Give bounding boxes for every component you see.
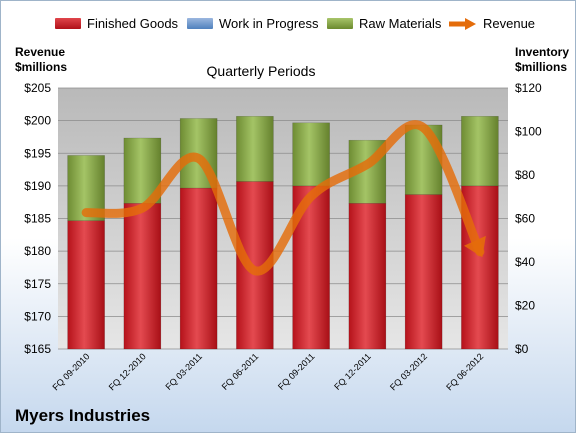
bar-raw-materials <box>236 116 274 182</box>
legend-label-revenue: Revenue <box>483 16 536 31</box>
right-tick-label: $100 <box>515 125 542 139</box>
left-tick-label: $195 <box>24 146 51 160</box>
left-tick-label: $205 <box>24 81 51 95</box>
left-tick-label: $190 <box>24 179 51 193</box>
right-tick-label: $80 <box>515 168 535 182</box>
right-tick-label: $0 <box>515 342 529 356</box>
legend-label-work-in-progress: Work in Progress <box>219 16 319 31</box>
left-tick-label: $185 <box>24 212 51 226</box>
x-tick-label: FQ 06-2011 <box>220 351 261 392</box>
legend-item-raw-materials: Raw Materials <box>327 16 441 31</box>
left-tick-label: $165 <box>24 342 51 356</box>
left-tick-label: $180 <box>24 244 51 258</box>
bar-raw-materials <box>461 116 499 187</box>
right-tick-label: $60 <box>515 212 535 226</box>
x-tick-label: FQ 12-2011 <box>332 351 373 392</box>
legend-swatch-raw-materials <box>327 18 353 29</box>
x-tick-label: FQ 12-2010 <box>107 351 148 392</box>
revenue-arrowhead <box>463 235 486 258</box>
legend-item-work-in-progress: Work in Progress <box>187 16 318 31</box>
x-tick-label: FQ 09-2011 <box>276 351 317 392</box>
legend-arrow-icon <box>449 17 476 30</box>
legend-item-finished-goods: Finished Goods <box>55 16 178 31</box>
company-name: Myers Industries <box>15 406 151 425</box>
legend-swatch-work-in-progress <box>187 18 213 29</box>
legend-label-raw-materials: Raw Materials <box>359 16 442 31</box>
right-axis-title: Inventory $millions <box>515 45 570 74</box>
bar-finished-goods <box>404 194 443 350</box>
bar-finished-goods <box>123 203 162 350</box>
right-tick-label: $40 <box>515 255 535 269</box>
chart-subtitle: Quarterly Periods <box>206 63 316 79</box>
left-tick-label: $175 <box>24 277 51 291</box>
legend-item-revenue: Revenue <box>447 16 535 31</box>
x-tick-label: FQ 03-2012 <box>388 351 429 392</box>
legend-label-finished-goods: Finished Goods <box>87 16 179 31</box>
bar-raw-materials <box>292 122 330 187</box>
right-tick-label: $20 <box>515 299 535 313</box>
left-axis-title: Revenue $millions <box>15 45 68 74</box>
x-tick-label: FQ 09-2010 <box>51 351 92 392</box>
x-tick-label: FQ 06-2012 <box>444 351 485 392</box>
right-tick-label: $120 <box>515 81 542 95</box>
bar-finished-goods <box>67 220 105 350</box>
bar-raw-materials <box>404 124 443 195</box>
bar-finished-goods <box>348 203 387 350</box>
legend: Finished Goods Work in Progress Raw Mate… <box>1 16 576 36</box>
x-tick-label: FQ 03-2011 <box>163 351 204 392</box>
legend-swatch-finished-goods <box>55 18 81 29</box>
revenue-line <box>81 120 485 276</box>
left-tick-label: $170 <box>24 309 51 323</box>
bar-finished-goods <box>179 187 218 350</box>
left-tick-label: $200 <box>24 114 51 128</box>
